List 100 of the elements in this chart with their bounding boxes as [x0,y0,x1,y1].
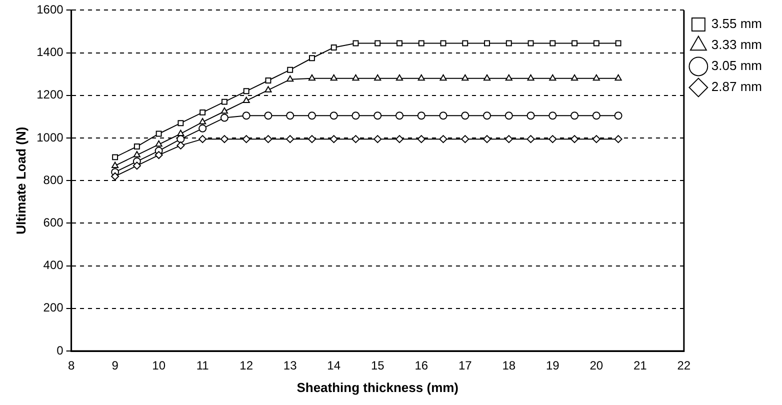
point [549,74,556,81]
point [439,112,448,120]
y-tick-label: 1200 [36,88,64,102]
point [506,40,512,46]
x-axis-title: Sheathing thickness (mm) [296,380,459,395]
point [483,135,492,144]
point [264,112,272,120]
y-axis-title: Ultimate Load (N) [13,126,28,234]
point [548,112,557,120]
point [592,135,600,144]
point [504,135,513,144]
point [484,40,490,46]
x-tick-label: 10 [152,358,166,373]
point [198,124,207,132]
x-tick-label: 18 [502,358,516,373]
point [330,135,338,144]
point [330,74,338,81]
point [418,74,425,81]
point [440,74,447,81]
point [615,40,622,46]
x-tick-label: 14 [327,358,341,373]
y-tick-label: 1400 [36,45,64,60]
point [177,130,184,136]
point [418,40,424,46]
legend-label: 3.33 mm [711,37,762,52]
point [374,40,381,46]
point [440,40,446,46]
point [308,112,316,120]
point [134,144,140,150]
point [571,74,578,81]
y-tick-label: 400 [43,258,64,272]
point [528,40,534,46]
point [176,141,185,150]
point [243,88,250,94]
point [352,112,360,120]
point [242,112,250,120]
point [417,112,426,120]
point [396,74,404,81]
point [287,66,294,73]
legend-label: 3.55 mm [711,16,762,32]
point [504,112,513,120]
y-tick-label: 1000 [36,130,64,144]
point [330,44,337,50]
point [154,151,163,160]
point [264,135,272,144]
x-tick-label: 17 [458,358,472,373]
point [220,114,228,122]
x-tick-label: 22 [677,358,691,373]
point [462,40,468,46]
point [265,78,272,84]
x-tick-label: 8 [68,358,75,373]
point [286,135,294,144]
point [352,135,360,144]
point [526,135,535,144]
point [614,74,622,81]
x-tick-label: 19 [546,358,560,373]
point [614,135,622,144]
y-tick-label: 200 [43,300,64,315]
point [220,135,228,144]
point [374,135,382,144]
point [308,135,316,144]
point [548,135,557,144]
point [396,40,402,46]
x-tick-label: 11 [196,358,210,373]
legend-label: 2.87 mm [711,79,762,94]
y-tick-label: 1600 [36,2,64,17]
point [395,112,404,120]
legend-label: 3.05 mm [711,58,762,74]
point [155,140,162,147]
point [111,172,120,180]
point [461,112,470,120]
point [483,112,492,120]
point [133,151,140,158]
point [483,74,491,81]
y-tick-label: 600 [43,216,64,230]
point [352,40,359,46]
point [242,96,250,103]
point [374,112,382,120]
point [264,86,272,92]
x-tick-label: 20 [590,358,604,373]
point [439,135,448,144]
point [572,40,578,46]
point [112,162,119,168]
x-tick-label: 21 [633,358,648,373]
point [570,112,579,120]
x-tick-label: 16 [414,358,428,373]
point [286,112,294,120]
x-tick-label: 15 [370,358,385,373]
point [242,135,250,144]
point [132,162,141,170]
point [221,98,228,105]
point [308,74,316,81]
point [309,55,315,62]
x-tick-label: 12 [240,358,254,373]
point [461,135,470,144]
point [462,74,469,81]
point [198,135,207,144]
x-tick-label: 9 [112,358,119,373]
point [352,74,360,81]
point [220,107,228,114]
